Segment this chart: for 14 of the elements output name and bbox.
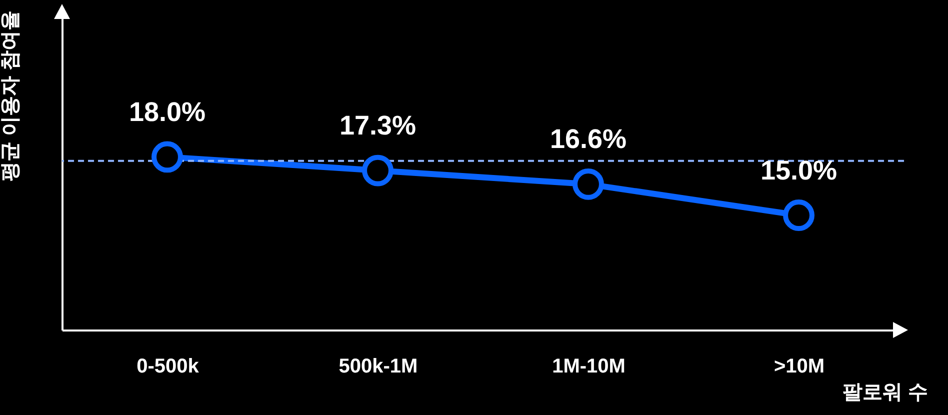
- point: [152, 141, 183, 173]
- y-axis-title: 평균 이용자 참여율: [0, 10, 22, 182]
- data-label: 17.3%: [339, 110, 416, 141]
- x-tick-label: 500k-1M: [338, 356, 418, 378]
- point: [572, 168, 604, 200]
- x-tick-label: 1M-10M: [552, 356, 626, 378]
- data-label: 15.0%: [760, 155, 838, 186]
- x-axis-title: 팔로워 수: [842, 382, 928, 404]
- data-label: 16.6%: [550, 124, 627, 154]
- x-tick-label: 0-500k: [136, 356, 200, 378]
- point: [362, 154, 394, 186]
- data-label: 18.0%: [128, 96, 206, 127]
- x-tick-label: >10M: [774, 356, 825, 378]
- point: [783, 200, 814, 231]
